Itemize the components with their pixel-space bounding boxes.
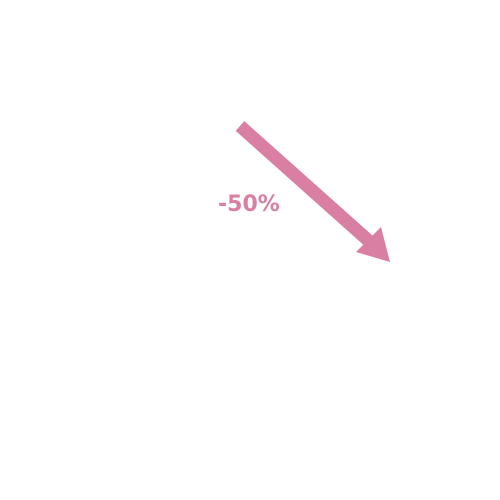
change-percentage-label: -50% [218, 192, 280, 217]
arrow-head [356, 227, 390, 262]
arrow-shaft [235, 121, 375, 247]
